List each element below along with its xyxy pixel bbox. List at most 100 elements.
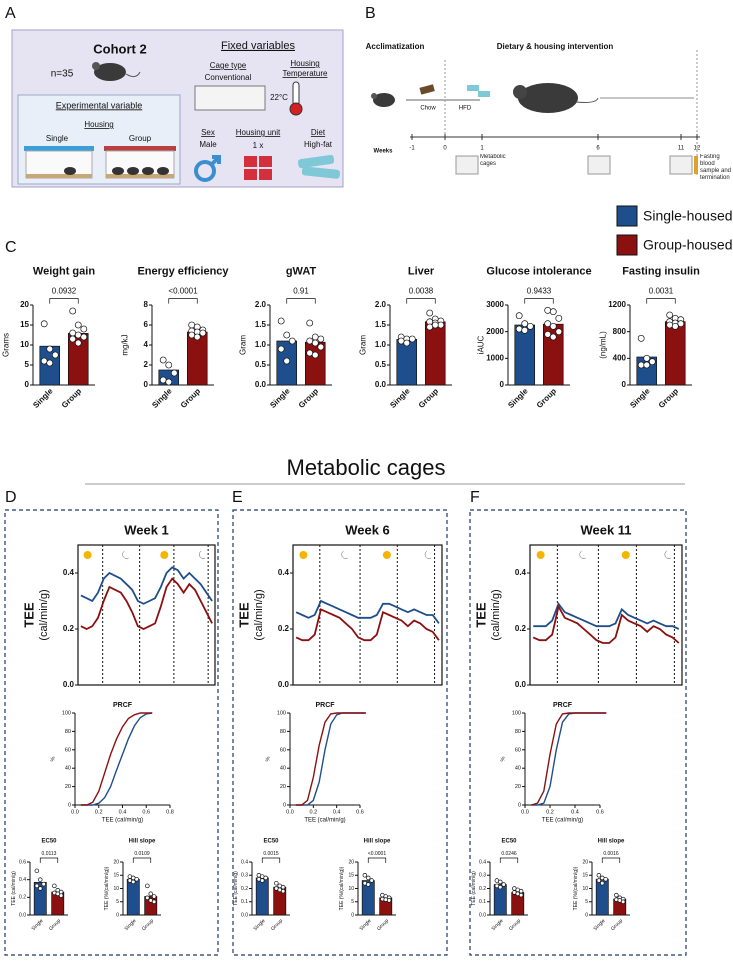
series-line [533, 601, 680, 630]
data-point [74, 331, 82, 339]
data-point [69, 335, 77, 343]
y-tick-label: 20 [280, 784, 286, 790]
series-line [295, 712, 366, 806]
y-tick-label: 15 [20, 320, 29, 329]
y-axis-label: TEE (%/(cal/min/g)) [339, 866, 345, 910]
significance-bracket [601, 857, 621, 863]
x-tick-label: Single [31, 386, 55, 410]
y-axis-label: TEE (%/(cal/min/g)) [104, 866, 110, 910]
fat-mouse-icon [513, 83, 599, 113]
significance-bracket [524, 298, 554, 304]
data-point [46, 359, 54, 367]
y-tick-label: 0.2 [19, 895, 26, 901]
data-point [199, 329, 207, 337]
series-line [295, 712, 366, 806]
legend-label: Group-housed [643, 237, 733, 253]
x-tick-label: Group [48, 918, 62, 932]
data-point [193, 333, 201, 341]
data-point [498, 879, 503, 885]
data-point [188, 331, 196, 339]
chart-title: PRCF [113, 702, 133, 709]
data-point [666, 321, 674, 329]
fixed-title: Fixed variables [221, 40, 295, 52]
y-tick-label: 100 [62, 710, 71, 716]
y-tick-label: 400 [613, 353, 627, 362]
data-point [38, 886, 43, 891]
y-tick-label: 10 [348, 886, 354, 892]
data-point [366, 882, 371, 887]
p-value: 0.9433 [527, 287, 552, 296]
x-tick-label: Single [31, 918, 45, 932]
y-tick-label: 80 [65, 729, 71, 735]
data-point [518, 888, 524, 894]
data-point [620, 899, 626, 904]
data-point [311, 333, 319, 341]
x-tick-label: 0.6 [596, 809, 604, 815]
diet-icon [298, 154, 341, 179]
moon-icon [424, 550, 432, 559]
data-point [131, 879, 136, 885]
data-point [41, 881, 46, 887]
metabolic-label-box: Metabolic cages [480, 154, 506, 167]
data-point [165, 378, 173, 386]
y-tick-label: 15 [582, 873, 588, 879]
panel-label: A [5, 5, 16, 22]
data-point [515, 325, 523, 333]
data-point [260, 878, 265, 883]
y-tick-label: 80 [515, 729, 521, 735]
y-tick-label: 0 [518, 802, 521, 808]
x-tick-label: Group [417, 386, 440, 409]
y-tick-label: 15 [113, 873, 119, 879]
single-cage [24, 146, 94, 179]
panel-e-box [232, 509, 448, 956]
sex-label: Sex [201, 128, 215, 137]
sun-icon [160, 551, 169, 559]
y-axis-label: mg/kJ [121, 334, 130, 355]
y-tick-label: 0.2 [63, 624, 75, 633]
y-tick-label: 5 [585, 899, 588, 905]
y-axis-label: TEE (%/(cal/min/g)) [573, 866, 579, 910]
data-point [643, 354, 651, 362]
plot-frame [529, 544, 683, 686]
y-tick-label: 0.0 [278, 680, 290, 689]
data-point [46, 345, 54, 353]
y-tick-label: 0.1 [241, 899, 248, 905]
y-axis-label: Grams [2, 333, 11, 357]
x-axis-label: TEE (cal/min/g) [304, 818, 345, 824]
x-axis-label: TEE (cal/min/g) [102, 818, 143, 824]
data-point [408, 335, 416, 343]
y-tick-label: 0.6 [19, 859, 26, 865]
y-tick-label: 8 [144, 300, 149, 309]
unit: 1 x [253, 141, 264, 150]
y-tick-label: 2.0 [375, 300, 387, 309]
acclimatization: Acclimatization [366, 42, 425, 51]
data-point [134, 876, 139, 882]
significance-bracket [286, 298, 316, 304]
group-cage [104, 146, 176, 179]
experimental-title: Experimental variable [56, 100, 143, 110]
housing-label: Housing [84, 120, 113, 129]
x-tick-label: Group [657, 386, 680, 409]
data-point [34, 883, 40, 889]
data-point [40, 357, 48, 365]
week-label: 11 [678, 146, 685, 152]
p-value: 0.0246 [501, 851, 517, 857]
significance-bracket [646, 298, 676, 304]
y-tick-label: 0 [585, 912, 588, 918]
y-tick-label: 0 [116, 912, 119, 918]
x-tick-label: 0.2 [95, 809, 103, 815]
x-tick-label: Group [141, 918, 155, 932]
series-line [532, 604, 680, 644]
series-line [80, 566, 213, 605]
y-tick-label: 0.0 [19, 912, 26, 918]
y-axis-label: % [500, 756, 506, 761]
x-axis-label: TEE (cal/min/g) [542, 818, 583, 824]
x-tick-label: Single [253, 918, 267, 932]
y-tick-label: 15 [348, 873, 354, 879]
data-point [40, 320, 48, 328]
unit-label: Housing unit [236, 128, 281, 137]
temp: 22°C [270, 93, 288, 102]
data-point [188, 321, 196, 329]
moon-icon [122, 550, 129, 559]
y-axis-label: iAUC [477, 335, 486, 354]
